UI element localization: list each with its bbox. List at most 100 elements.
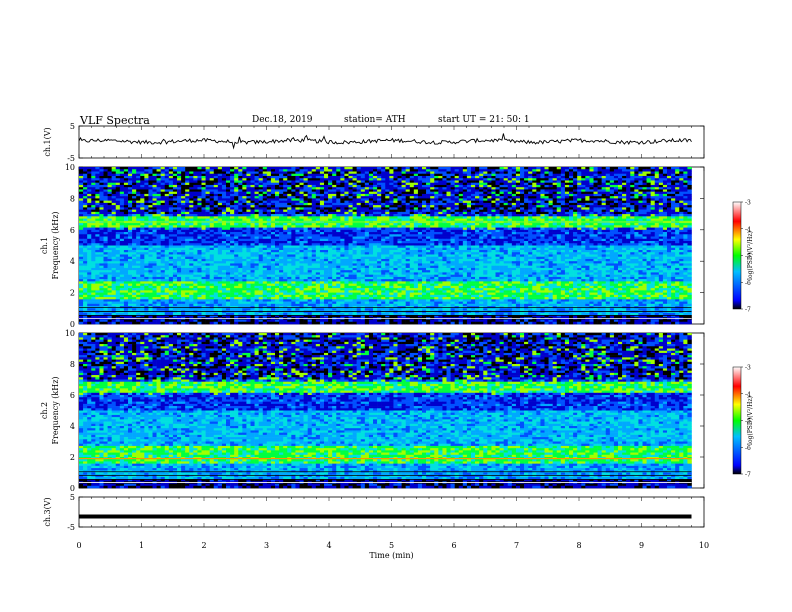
spectrogram-cell: [667, 184, 672, 188]
spectrogram-cell: [123, 229, 129, 233]
spectrogram-cell: [548, 236, 553, 240]
spectrogram-cell: [593, 198, 598, 201]
spectrogram-cell: [136, 191, 141, 195]
spectrogram-cell: [446, 196, 451, 199]
spectrogram-cell: [426, 167, 431, 170]
spectrogram-cell: [205, 214, 210, 217]
spectrogram-cell: [352, 232, 357, 235]
spectrogram-cell: [275, 187, 280, 190]
spectrogram-cell: [487, 225, 492, 228]
spectrogram-cell: [626, 227, 631, 231]
spectrogram-cell: [613, 202, 619, 206]
spectrogram-cell: [328, 211, 333, 215]
spectrogram-cell: [201, 182, 206, 186]
spectrogram-cell: [234, 202, 239, 206]
spectrogram-cell: [597, 167, 602, 170]
spectrogram-cell: [634, 232, 639, 235]
spectrogram-cell: [675, 200, 680, 204]
spectrogram-cell: [79, 180, 84, 183]
spectrogram-cell: [254, 167, 259, 170]
spectrogram-cell: [332, 171, 337, 175]
spectrogram-cell: [119, 182, 125, 186]
spectrogram-cell: [172, 184, 178, 188]
spectrogram-cell: [336, 193, 341, 197]
spectrogram-cell: [585, 196, 590, 199]
spectrogram-cell: [393, 171, 398, 175]
spectrogram-cell: [295, 209, 300, 213]
spectrogram-cell: [454, 178, 460, 181]
spectrogram-cell: [422, 218, 427, 222]
spectrogram-cell: [462, 189, 468, 192]
spectrogram-cell: [499, 180, 504, 183]
spectrogram-cell: [107, 200, 112, 204]
spectrogram-cell: [605, 173, 611, 177]
spectrogram-cell: [515, 209, 521, 213]
spectrogram-cell: [515, 180, 521, 183]
spectrogram-cell: [324, 189, 329, 192]
spectrogram-cell: [507, 211, 513, 215]
spectrogram-cell: [246, 229, 251, 233]
spectrogram-cell: [328, 209, 333, 213]
spectrogram-cell: [307, 227, 313, 231]
spectrogram-cell: [107, 234, 112, 237]
spectrogram-cell: [626, 202, 631, 206]
spectrogram-cell: [393, 209, 398, 213]
spectrogram-cell: [262, 223, 268, 226]
spectrogram-cell: [144, 169, 149, 172]
spectrogram-cell: [434, 211, 439, 215]
spectrogram-cell: [340, 234, 345, 237]
spectrogram-cell: [197, 169, 202, 172]
spectrogram-cell: [675, 171, 680, 175]
spectrogram-cell: [552, 234, 558, 237]
spectrogram-cell: [356, 236, 362, 240]
spectrogram-cell: [671, 227, 676, 231]
spectrogram-cell: [185, 184, 190, 188]
spectrogram-cell: [622, 189, 627, 192]
spectrogram-cell: [381, 236, 386, 240]
spectrogram-cell: [528, 225, 533, 228]
spectrogram-cell: [356, 223, 362, 226]
spectrogram-cell: [193, 223, 198, 226]
spectrogram-cell: [364, 182, 370, 186]
spectrogram-cell: [287, 193, 292, 197]
spectrogram-cell: [364, 180, 370, 183]
spectrogram-cell: [675, 184, 680, 188]
spectrogram-cell: [417, 223, 423, 226]
spectrogram-cell: [303, 223, 308, 226]
spectrogram-cell: [360, 184, 366, 188]
spectrogram-cell: [462, 175, 468, 179]
spectrogram-cell: [662, 189, 668, 192]
spectrogram-cell: [262, 214, 268, 217]
spectrogram-cell: [638, 169, 643, 172]
panel-frame-4: [78, 496, 705, 528]
spectrogram-cell: [95, 232, 100, 235]
spectrogram-cell: [275, 196, 280, 199]
spectrogram-cell: [393, 229, 398, 233]
spectrogram-cell: [393, 223, 398, 226]
spectrogram-cell: [217, 225, 223, 228]
spectrogram-cell: [389, 193, 394, 197]
spectrogram-cell: [250, 198, 255, 201]
spectrogram-cell: [654, 223, 660, 226]
spectrogram-cell: [483, 167, 488, 170]
spectrogram-cell: [560, 200, 566, 204]
spectrogram-cell: [209, 202, 215, 206]
spectrogram-cell: [393, 167, 398, 170]
spectrogram-cell: [397, 189, 402, 192]
spectrogram-cell: [524, 191, 529, 195]
spectrogram-cell: [275, 191, 280, 195]
spectrogram-cell: [164, 191, 170, 195]
spectrogram-cell: [536, 214, 541, 217]
spectrogram-cell: [442, 202, 447, 206]
spectrogram-cell: [79, 225, 84, 228]
spectrogram-cell: [328, 236, 333, 240]
spectrogram-cell: [389, 180, 394, 183]
spectrogram-cell: [503, 173, 509, 177]
spectrogram-cell: [573, 216, 578, 219]
spectrogram-cell: [622, 169, 627, 172]
spectrogram-cell: [601, 211, 607, 215]
spectrogram-cell: [544, 223, 549, 226]
spectrogram-cell: [295, 236, 300, 240]
spectrogram-cell: [172, 218, 178, 222]
spectrogram-cell: [662, 171, 668, 175]
